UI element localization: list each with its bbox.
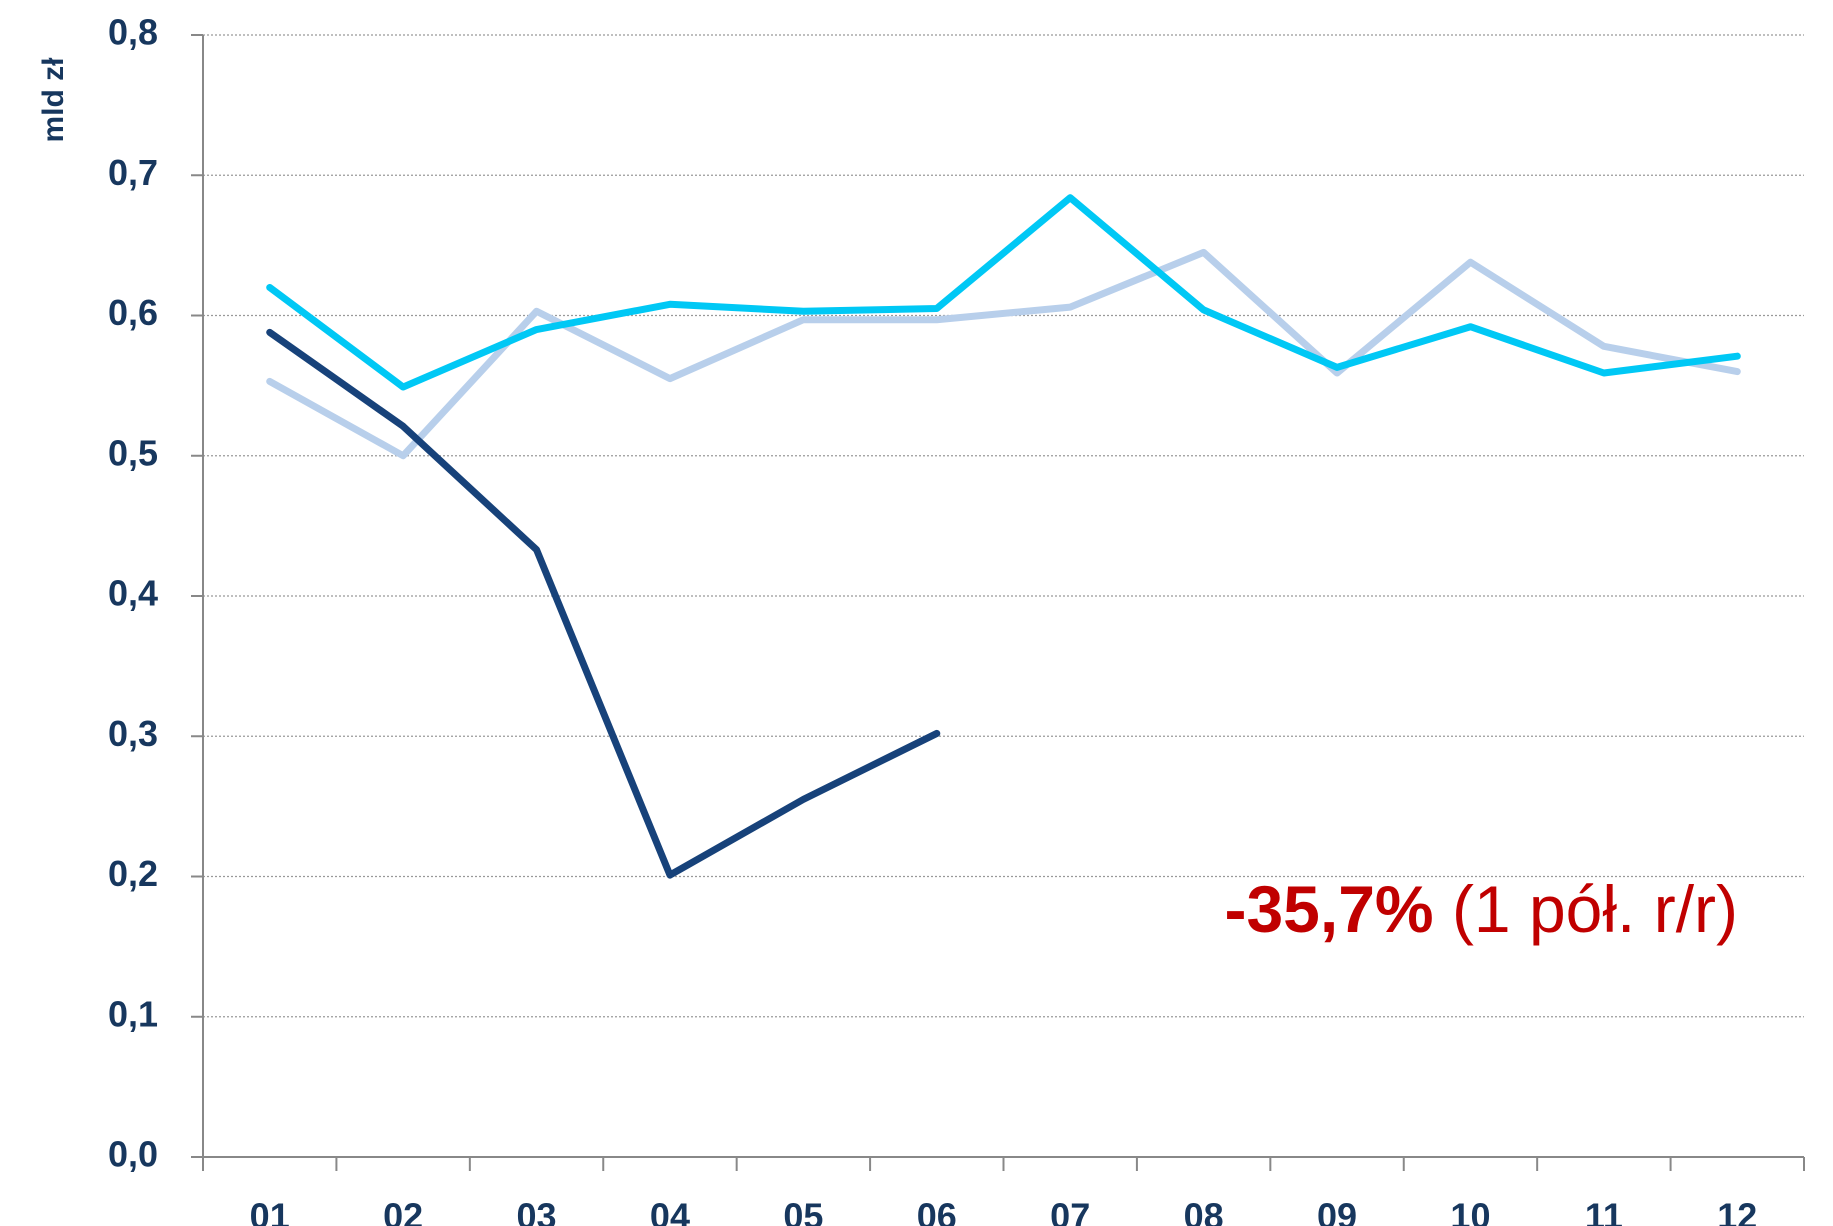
y-tick-label: 0,2	[108, 853, 158, 894]
y-tick-label: 0,0	[108, 1134, 158, 1175]
y-tick-label: 0,7	[108, 152, 158, 193]
annotation-note: (1 pół. r/r)	[1434, 872, 1738, 946]
y-tick-label: 0,1	[108, 993, 158, 1034]
series-line	[266, 328, 941, 879]
x-tick-label: 12	[1717, 1196, 1757, 1226]
y-tick-label: 0,5	[108, 432, 158, 473]
y-axis-label: mld zł	[37, 57, 70, 143]
x-tick-label: 06	[917, 1196, 957, 1226]
x-tick-label: 03	[517, 1196, 557, 1226]
x-tick-label: 02	[383, 1196, 423, 1226]
x-tick-label: 05	[783, 1196, 823, 1226]
annotation: -35,7% (1 pół. r/r)	[1224, 872, 1738, 946]
series-line	[266, 194, 1741, 391]
x-tick-label: 07	[1050, 1196, 1090, 1226]
x-tick-label: 08	[1184, 1196, 1224, 1226]
x-tick-label: 10	[1450, 1196, 1490, 1226]
annotation-value: -35,7%	[1224, 872, 1433, 946]
x-tick-label: 11	[1585, 1196, 1623, 1226]
series-line	[266, 248, 1741, 460]
y-tick-label: 0,8	[108, 12, 158, 53]
y-tick-label: 0,6	[108, 292, 158, 333]
y-tick-label: 0,4	[108, 573, 158, 614]
x-tick-label: 01	[250, 1196, 290, 1226]
x-tick-label: 09	[1317, 1196, 1357, 1226]
y-tick-label: 0,3	[108, 713, 158, 754]
x-tick-label: 04	[650, 1196, 690, 1226]
